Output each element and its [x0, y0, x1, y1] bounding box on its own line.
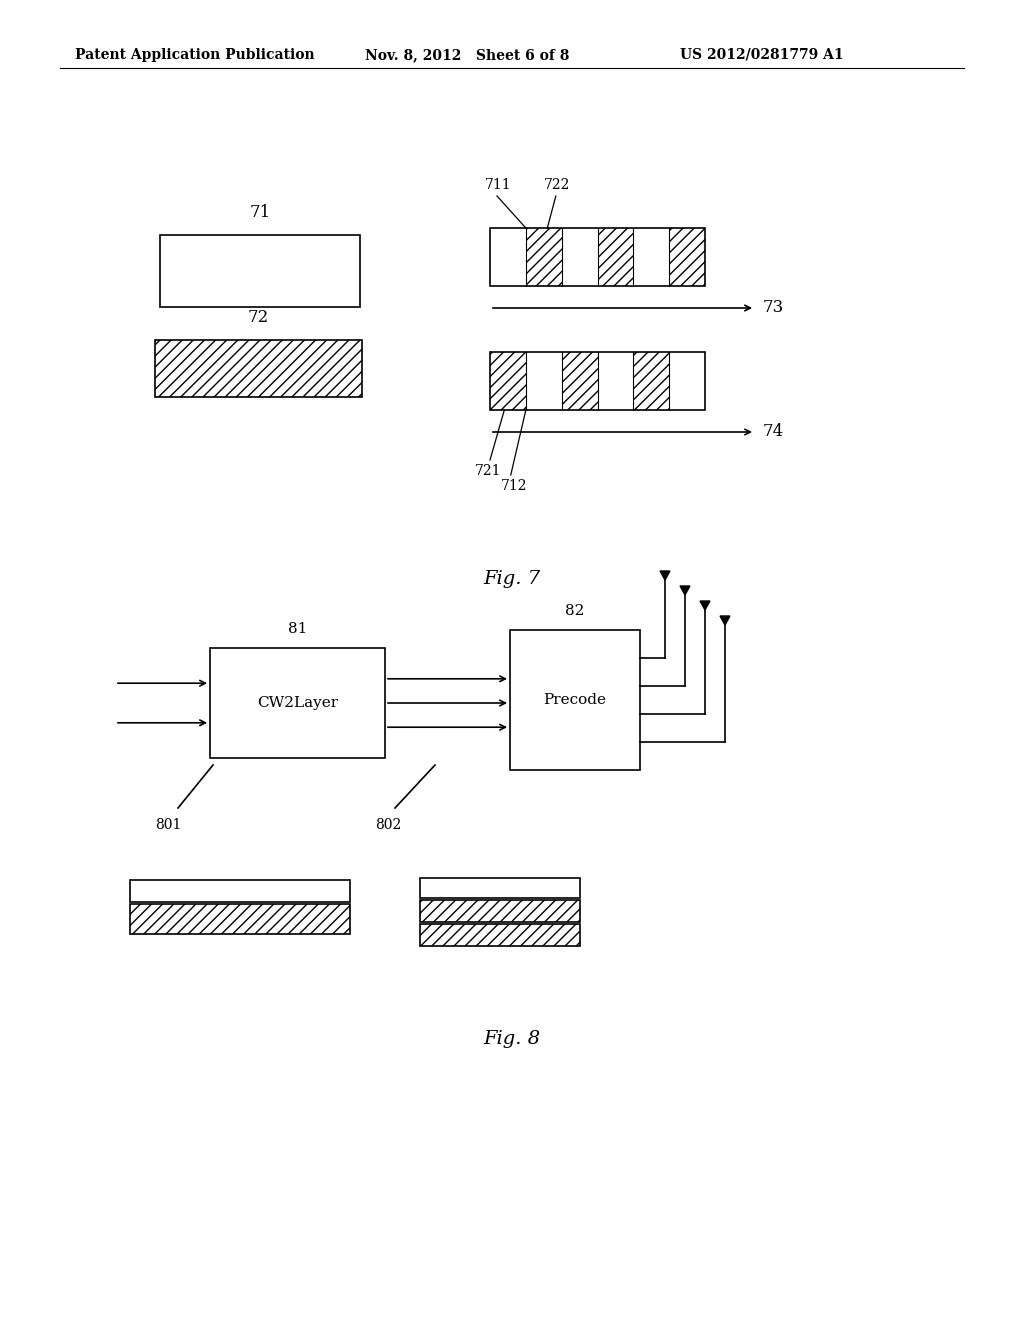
- Bar: [155, 341, 362, 397]
- Bar: [490, 352, 705, 411]
- Polygon shape: [700, 601, 710, 610]
- Bar: [562, 352, 597, 411]
- Bar: [130, 904, 350, 935]
- Text: 722: 722: [544, 178, 570, 191]
- Bar: [669, 228, 705, 286]
- Bar: [160, 235, 360, 308]
- Text: 711: 711: [485, 178, 512, 191]
- Bar: [420, 924, 580, 946]
- Bar: [526, 228, 562, 286]
- Bar: [210, 648, 385, 758]
- Text: 81: 81: [288, 622, 307, 636]
- Bar: [597, 352, 633, 411]
- Bar: [510, 630, 640, 770]
- Text: US 2012/0281779 A1: US 2012/0281779 A1: [680, 48, 844, 62]
- Text: 82: 82: [565, 605, 585, 618]
- Bar: [490, 352, 526, 411]
- Bar: [526, 352, 562, 411]
- Text: Precode: Precode: [544, 693, 606, 708]
- Text: 72: 72: [248, 309, 269, 326]
- Polygon shape: [720, 616, 730, 624]
- Bar: [562, 228, 597, 286]
- Text: 73: 73: [763, 300, 784, 317]
- Text: 74: 74: [763, 424, 784, 441]
- Polygon shape: [660, 572, 670, 579]
- Bar: [633, 352, 669, 411]
- Text: 802: 802: [375, 818, 401, 832]
- Text: Patent Application Publication: Patent Application Publication: [75, 48, 314, 62]
- Polygon shape: [680, 586, 690, 595]
- Text: 801: 801: [155, 818, 181, 832]
- Text: CW2Layer: CW2Layer: [257, 696, 338, 710]
- Text: Fig. 7: Fig. 7: [483, 570, 541, 587]
- Text: 721: 721: [475, 465, 502, 478]
- Bar: [490, 228, 526, 286]
- Bar: [597, 228, 633, 286]
- Text: 712: 712: [501, 479, 527, 492]
- Text: 71: 71: [250, 205, 270, 220]
- Bar: [490, 228, 705, 286]
- Text: Nov. 8, 2012   Sheet 6 of 8: Nov. 8, 2012 Sheet 6 of 8: [365, 48, 569, 62]
- Bar: [420, 900, 580, 921]
- Text: Fig. 8: Fig. 8: [483, 1030, 541, 1048]
- Bar: [420, 878, 580, 898]
- Bar: [633, 228, 669, 286]
- Bar: [669, 352, 705, 411]
- Bar: [130, 880, 350, 902]
